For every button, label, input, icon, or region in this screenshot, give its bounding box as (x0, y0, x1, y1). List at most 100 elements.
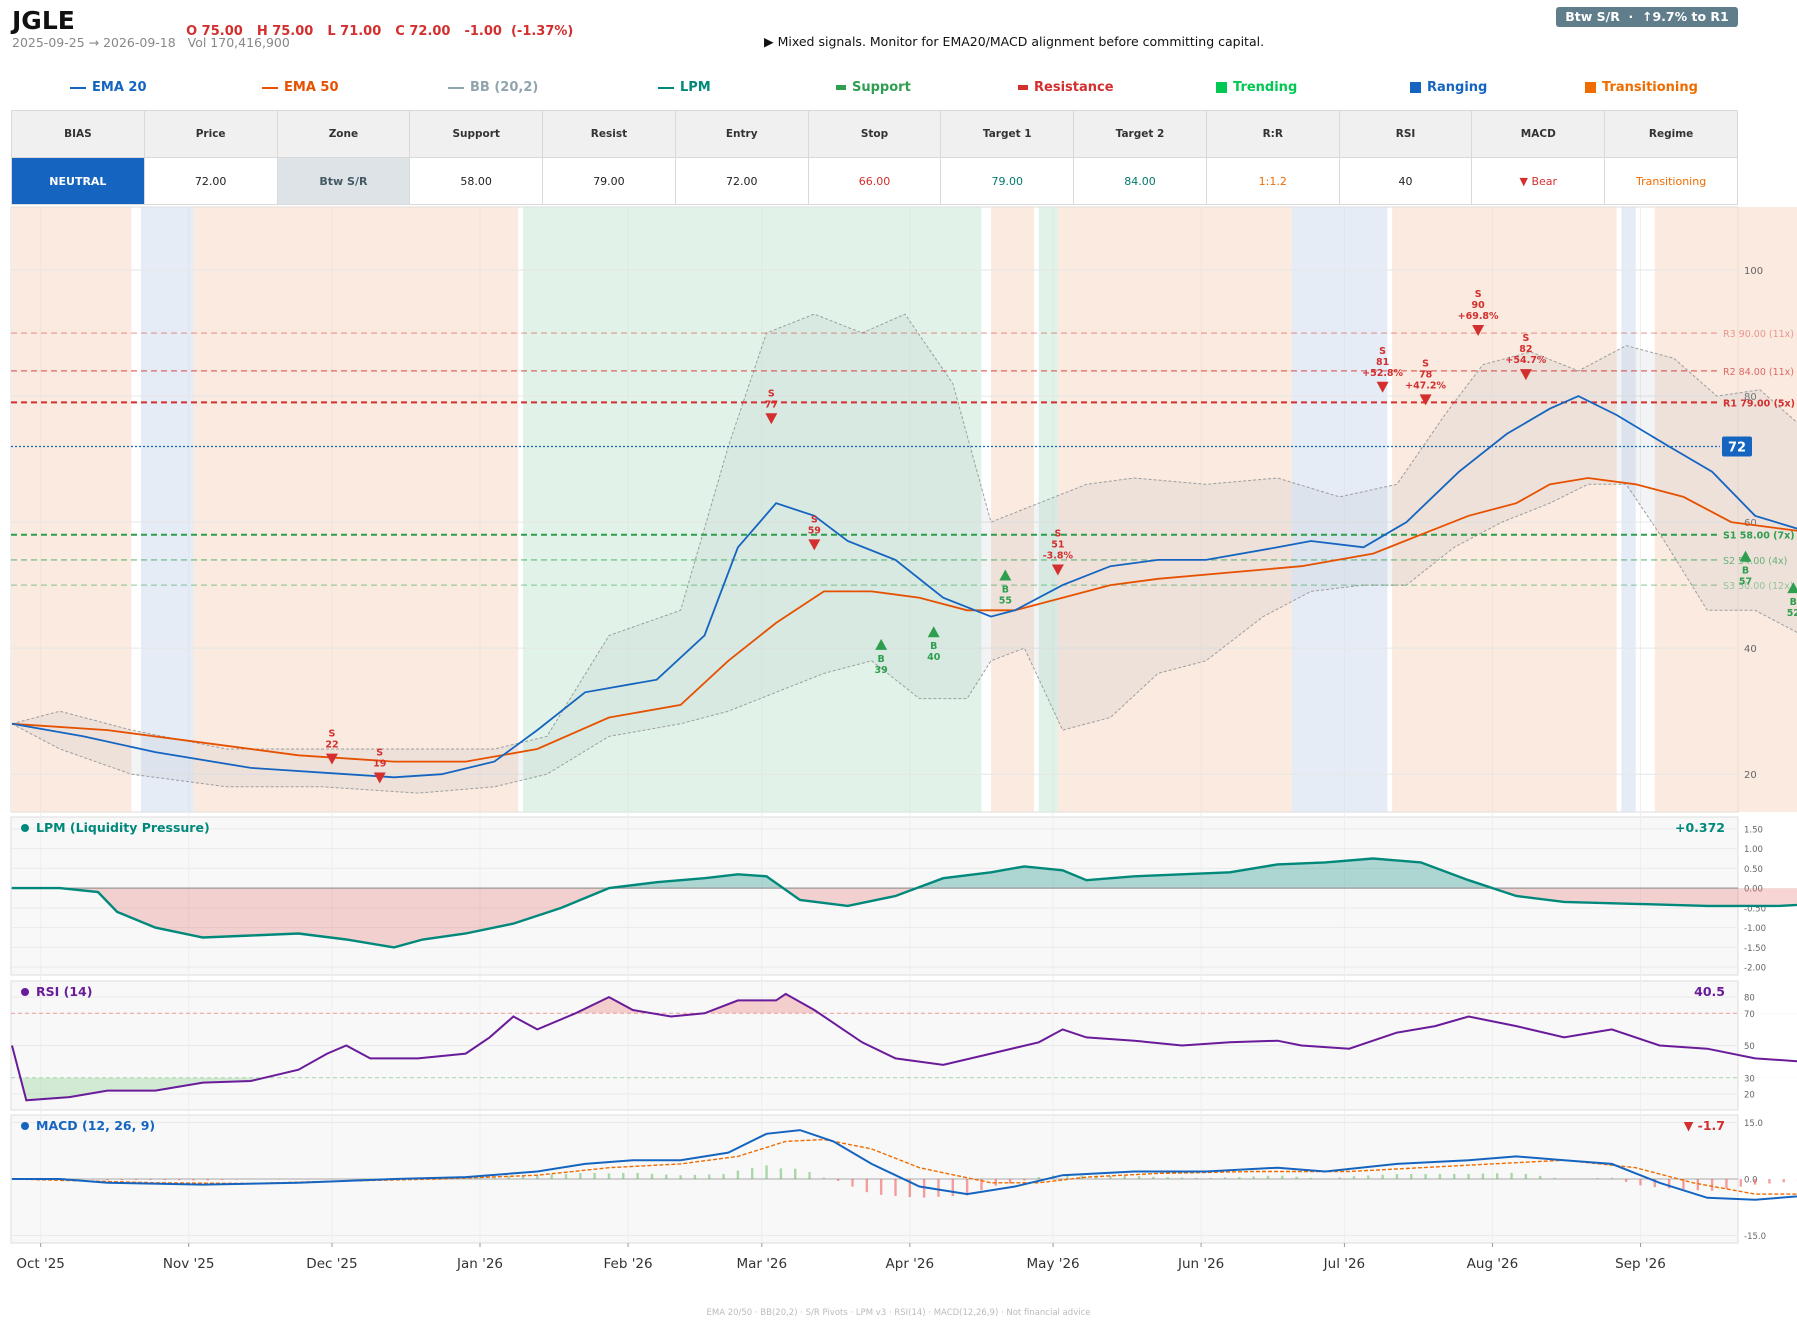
macd-histogram-bar (1581, 1178, 1585, 1179)
line-icon (448, 86, 464, 89)
macd-histogram-bar (163, 1179, 167, 1181)
macd-histogram-bar (1252, 1176, 1255, 1179)
sr-badge: Btw S/R · ↑9.7% to R1 (1556, 7, 1738, 27)
bb-lower-line (11, 483, 1797, 794)
rsi-line (11, 992, 1797, 1102)
lpm-title: LPM (Liquidity Pressure) (36, 820, 210, 835)
square-icon (1216, 82, 1227, 93)
price-tick-label: 20 (1744, 770, 1757, 781)
x-tick-label: Jul '26 (1323, 1256, 1365, 1272)
date-range: 2025-09-25 → 2026-09-18 Vol 170,416,900 (12, 35, 290, 50)
buy-arrow-icon (927, 626, 940, 638)
header-cell: Resist (542, 110, 676, 158)
bias-badge: NEUTRAL (11, 157, 145, 205)
header-cell: Stop (807, 110, 942, 158)
x-tick-label: Nov '25 (163, 1256, 215, 1272)
regime-band-trending (522, 207, 982, 812)
signal-label: 19 (373, 758, 386, 769)
macd-histogram-bar (1309, 1177, 1313, 1179)
buy-signal: B39 (875, 638, 888, 676)
buy-signal: B40 (927, 626, 941, 663)
value-cell: 1:1.2 (1205, 157, 1340, 205)
legend-item-support: Support (836, 80, 911, 95)
lpm-tick-label: -1.50 (1744, 944, 1766, 954)
sell-signal: S81+52.8% (1362, 346, 1404, 393)
x-tick-label: Feb '26 (604, 1256, 653, 1272)
macd-histogram-bar (679, 1175, 682, 1179)
macd-histogram-bar (206, 1179, 210, 1181)
header-cell: BIAS (11, 110, 145, 158)
sell-arrow-icon (1376, 381, 1389, 393)
macd-histogram-bar (1109, 1175, 1112, 1179)
macd-histogram-bar (134, 1179, 138, 1181)
value-cell: 84.00 (1073, 157, 1207, 205)
legend-label: EMA 50 (284, 80, 339, 95)
lpm-panel (10, 816, 1739, 976)
signal-label: B (1742, 566, 1749, 577)
signal-label: 90 (1471, 300, 1485, 311)
macd-histogram-bar (478, 1177, 482, 1179)
ema20-line (11, 395, 1797, 779)
header-cell: Price (143, 110, 278, 158)
signal-label: 78 (1419, 369, 1433, 380)
macd-histogram-bar (1739, 1179, 1742, 1187)
macd-histogram-bar (1524, 1173, 1528, 1179)
macd-histogram-bar (693, 1174, 697, 1179)
header-cell: MACD (1471, 110, 1606, 158)
macd-histogram-bar (908, 1179, 912, 1198)
macd-histogram-bar (1510, 1172, 1513, 1179)
macd-histogram-bar (1696, 1179, 1699, 1191)
x-tick-label: Sep '26 (1615, 1256, 1666, 1272)
current-price-tag (1722, 436, 1752, 457)
signal-label: B (878, 654, 885, 665)
macd-histogram-bar (1008, 1179, 1012, 1184)
legend-item-resistance: Resistance (1018, 80, 1114, 95)
header: JGLE O 75.00 H 75.00 L 71.00 C 72.00 -1.00 (… (0, 0, 1797, 60)
macd-histogram-bar (1753, 1179, 1757, 1185)
lpm-tick-label: 1.50 (1744, 825, 1763, 835)
resistance-label: R2 84.00 (11x) (1723, 367, 1794, 378)
regime-band-trending (1038, 207, 1058, 812)
bb-upper-line (11, 313, 1797, 750)
lpm-tick-label: -2.00 (1744, 964, 1766, 974)
macd-histogram-bar (106, 1179, 109, 1181)
bb-band (12, 314, 1797, 794)
value-cell: ▼ Bear (1471, 157, 1606, 205)
rsi-dot-icon (21, 988, 29, 996)
macd-histogram-bar (751, 1167, 754, 1179)
sell-arrow-icon (1419, 394, 1432, 406)
macd-histogram-bar (836, 1179, 840, 1181)
macd-title: MACD (12, 26, 9) (36, 1118, 155, 1133)
legend-label: Transitioning (1602, 80, 1698, 95)
rsi-tick-label: 30 (1744, 1074, 1755, 1084)
x-tick-label: Jan '26 (456, 1256, 503, 1272)
rsi-tick-label: 70 (1744, 1010, 1755, 1020)
buy-arrow-icon (999, 569, 1012, 581)
legend-item-lpm: LPM (658, 80, 711, 95)
sell-arrow-icon (1472, 325, 1485, 337)
buy-arrow-icon (1739, 550, 1752, 562)
support-label: S2 54.00 (4x) (1723, 556, 1787, 567)
signal-label: S (811, 514, 818, 525)
macd-histogram-bar (192, 1179, 195, 1181)
legend-item-ema20: EMA 20 (70, 80, 147, 95)
macd-histogram-bar (493, 1176, 496, 1179)
signal-label: S (376, 747, 383, 758)
macd-histogram-bar (292, 1179, 295, 1180)
sell-signal: S90+69.8% (1458, 289, 1499, 337)
legend-label: Support (852, 80, 911, 95)
x-tick-label: Apr '26 (886, 1256, 935, 1272)
macd-histogram-bar (722, 1174, 725, 1179)
lpm-tick-label: -0.50 (1744, 904, 1766, 914)
sell-signal: S78+47.2% (1405, 358, 1447, 406)
header-cell: Regime (1604, 110, 1738, 158)
open-value: O 75.00 (186, 24, 243, 39)
x-tick-label: May '26 (1027, 1256, 1080, 1272)
macd-histogram-bar (708, 1174, 711, 1179)
macd-histogram-bar (1710, 1179, 1714, 1191)
signal-label: 51 (1051, 540, 1064, 551)
regime-band-ranging (1621, 207, 1636, 812)
macd-histogram-bar (1295, 1176, 1298, 1179)
macd-histogram-bar (1438, 1173, 1442, 1179)
macd-histogram-bar (965, 1179, 969, 1196)
